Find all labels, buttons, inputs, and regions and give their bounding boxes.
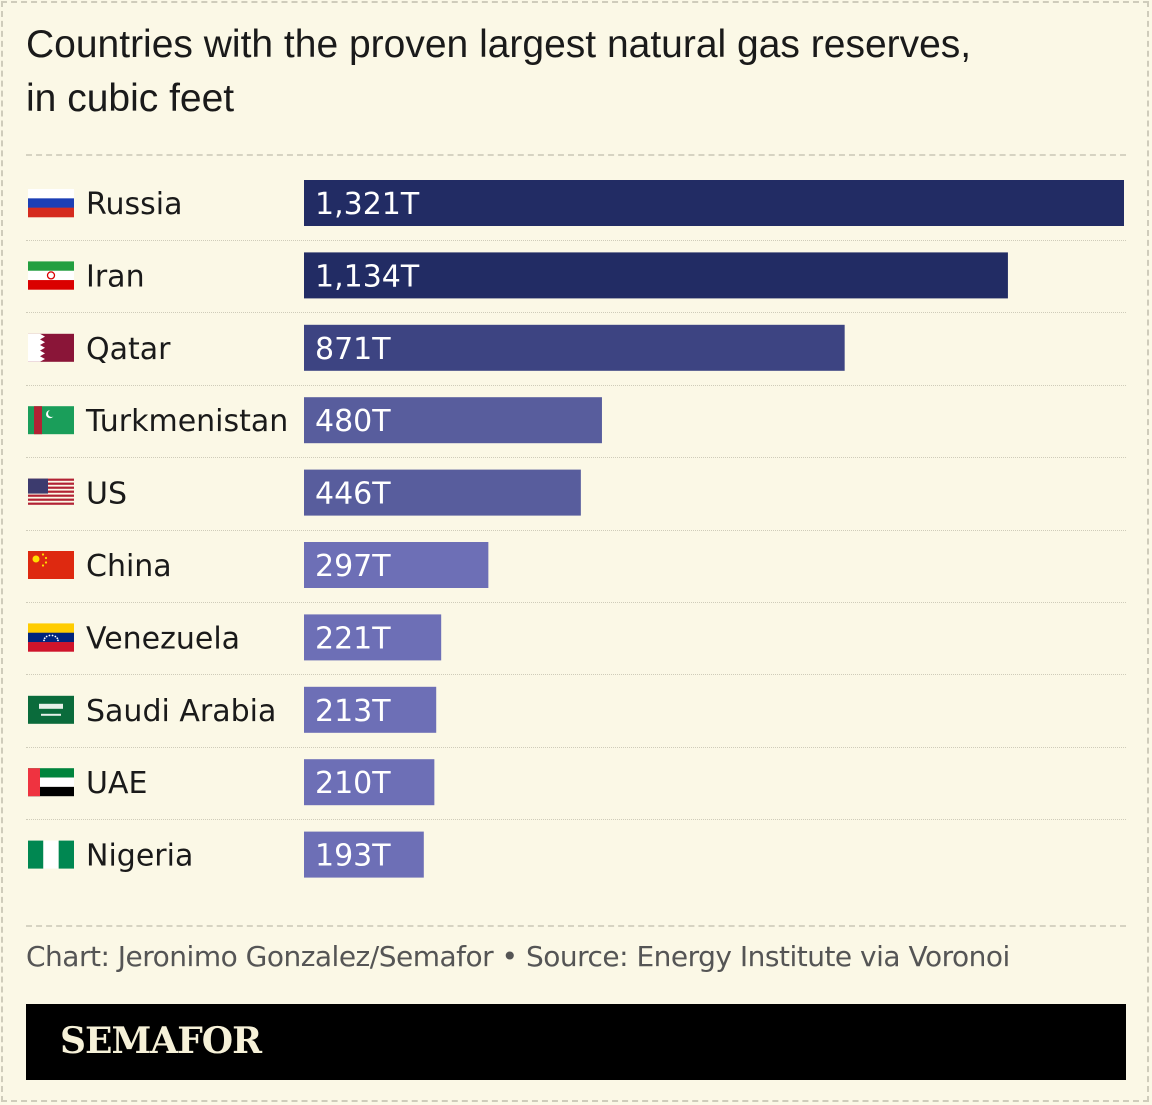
category-label: Venezuela xyxy=(86,621,240,656)
us-flag-icon xyxy=(28,478,74,505)
row-separator xyxy=(26,457,1126,459)
turkmenistan-flag-icon xyxy=(28,406,74,435)
bar-value-label: 210T xyxy=(315,766,391,801)
china-flag-icon xyxy=(28,551,74,579)
bar-value-label: 213T xyxy=(315,694,391,729)
iran-flag-icon xyxy=(28,261,74,290)
bar-value-label: 1,321T xyxy=(315,187,420,222)
bar xyxy=(304,542,489,588)
category-label: Iran xyxy=(86,259,145,294)
category-label: UAE xyxy=(86,766,147,801)
bar xyxy=(304,180,1124,226)
row-separator xyxy=(26,746,1126,748)
semafor-logo: SEMAFOR xyxy=(60,1020,262,1062)
bar xyxy=(304,252,1008,299)
category-label: Nigeria xyxy=(86,839,193,874)
row-separator xyxy=(26,674,1126,676)
category-label: Qatar xyxy=(86,332,171,367)
nigeria-flag-icon xyxy=(28,840,74,869)
category-label: Russia xyxy=(86,187,183,222)
row-separator xyxy=(26,529,1126,531)
bar xyxy=(304,759,435,806)
category-label: Turkmenistan xyxy=(85,404,288,439)
uae-flag-icon xyxy=(28,768,74,797)
row-separator xyxy=(26,384,1126,386)
bar-value-label: 193T xyxy=(315,839,391,874)
saudi-arabia-flag-icon xyxy=(28,695,74,724)
bar xyxy=(304,469,581,516)
category-label: China xyxy=(86,549,172,584)
category-label: Saudi Arabia xyxy=(86,694,276,729)
title-divider xyxy=(26,154,1126,156)
bar-value-label: 221T xyxy=(315,621,391,656)
russia-flag-icon xyxy=(28,189,74,218)
venezuela-flag-icon xyxy=(28,623,74,652)
brand-bar: SEMAFOR xyxy=(26,1004,1126,1080)
bar-value-label: 871T xyxy=(315,332,391,367)
row-separator xyxy=(26,240,1126,241)
bar-value-label: 1,134T xyxy=(315,259,420,294)
bar xyxy=(304,614,442,661)
title-line-1: Countries with the proven largest natura… xyxy=(26,23,972,66)
bar-chart: Russia 1,321T Iran 1,134T Qatar 871T Turkmenis… xyxy=(28,180,1124,878)
source-credit: Chart: Jeronimo Gonzalez/Semafor • Sourc… xyxy=(26,940,1010,973)
category-label: US xyxy=(86,477,127,512)
qatar-flag-icon xyxy=(28,333,74,362)
bar-value-label: 297T xyxy=(315,549,391,584)
row-separator xyxy=(26,312,1126,314)
row-separator xyxy=(26,602,1126,603)
footer-divider xyxy=(26,925,1126,927)
bar-value-label: 480T xyxy=(315,404,391,439)
bar-value-label: 446T xyxy=(315,477,391,512)
title-line-2: in cubic feet xyxy=(26,77,235,120)
bar xyxy=(304,324,845,371)
bar xyxy=(304,686,437,733)
bar xyxy=(304,397,602,444)
row-separator xyxy=(26,819,1126,821)
chart-title: Countries with the proven largest natura… xyxy=(26,18,1126,126)
bar xyxy=(304,831,424,878)
